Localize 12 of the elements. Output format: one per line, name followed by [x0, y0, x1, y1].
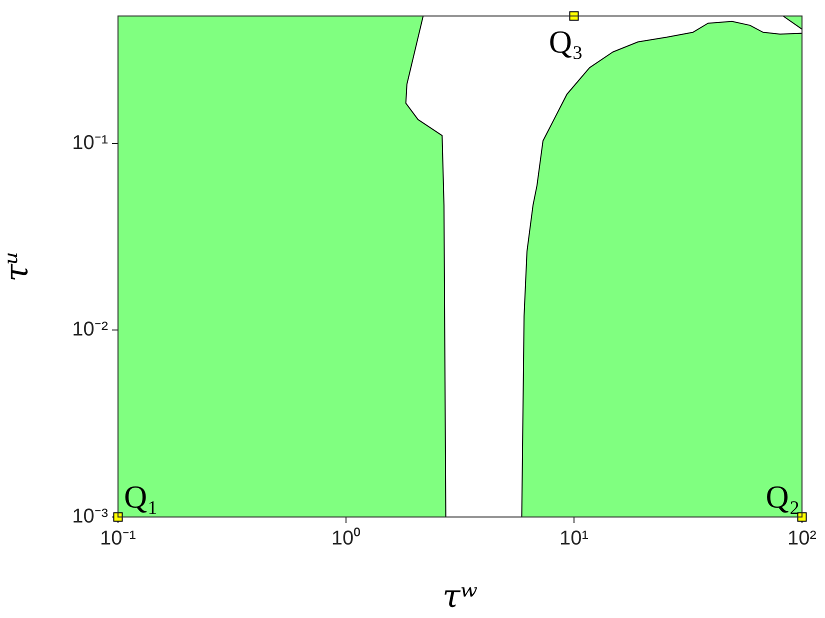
- y-tick-label: 10⁻¹: [72, 132, 108, 154]
- y-axis-title: τᵘ: [0, 251, 36, 282]
- annotation: Q₃: [548, 23, 584, 60]
- x-axis-title: τʷ: [442, 577, 478, 616]
- x-tick-label: 10¹: [560, 528, 589, 550]
- y-tick-label: 10⁻²: [72, 318, 108, 341]
- annotation: Q₂: [766, 478, 800, 514]
- x-tick-label: 10⁰: [331, 526, 361, 550]
- x-tick-label: 10⁻¹: [100, 528, 136, 550]
- x-tick-label: 10²: [788, 528, 817, 550]
- annotation: Q₁: [124, 478, 158, 514]
- y-tick-label: 10⁻³: [72, 506, 108, 528]
